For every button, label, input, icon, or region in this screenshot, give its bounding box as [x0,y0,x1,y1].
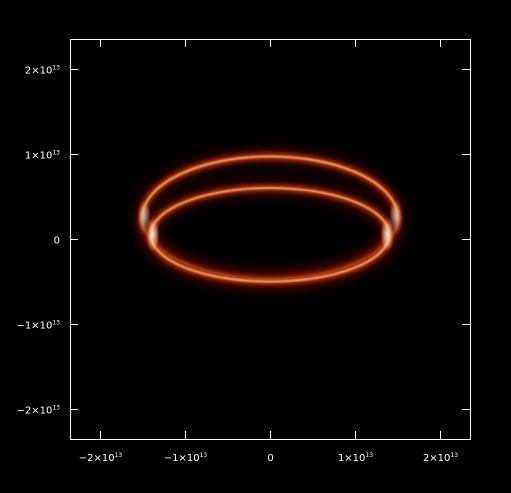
y-tick-exponent: 13 [52,320,60,327]
y-tick-mantissa: 1×10 [25,151,52,162]
x-tick-exponent: 13 [200,452,208,459]
x-axis-ticks [100,39,441,439]
y-tick-mantissa: −1×10 [17,321,53,332]
x-axis-tick-labels: −2×1013 −1×1013 0 1×1013 2×1013 [79,452,458,464]
ring-limb [145,216,160,253]
x-tick-exponent: 13 [115,452,123,459]
y-tick-label: −2×1013 [17,405,61,417]
x-tick-mantissa: 2×10 [423,453,450,464]
y-tick-label: −1×1013 [17,320,61,332]
y-tick-label: 2×1013 [25,65,60,77]
y-tick-mantissa: 2×10 [25,66,52,77]
ring-limb [380,216,395,253]
y-tick-mantissa: 0 [54,236,60,247]
x-tick-mantissa: −1×10 [164,453,200,464]
plot-area [70,39,470,439]
y-axis-ticks [70,69,470,410]
x-tick-label: 0 [267,453,273,464]
x-tick-exponent: 13 [365,452,373,459]
y-tick-exponent: 13 [52,150,60,157]
x-tick-label: −2×1013 [79,452,123,464]
x-tick-exponent: 13 [450,452,458,459]
x-tick-mantissa: 0 [267,453,273,464]
y-tick-label: 0 [54,236,60,247]
plot-background [70,39,470,439]
y-tick-exponent: 13 [52,65,60,72]
x-tick-mantissa: 1×10 [338,453,365,464]
rings-layer [134,148,406,290]
x-tick-label: 2×1013 [423,452,458,464]
x-tick-mantissa: −2×10 [79,453,115,464]
emission-ring-2 [142,179,398,290]
y-tick-label: 1×1013 [25,150,60,162]
x-tick-label: 1×1013 [338,452,373,464]
y-tick-exponent: 13 [52,405,60,412]
y-tick-mantissa: −2×10 [17,406,53,417]
x-tick-label: −1×1013 [164,452,208,464]
